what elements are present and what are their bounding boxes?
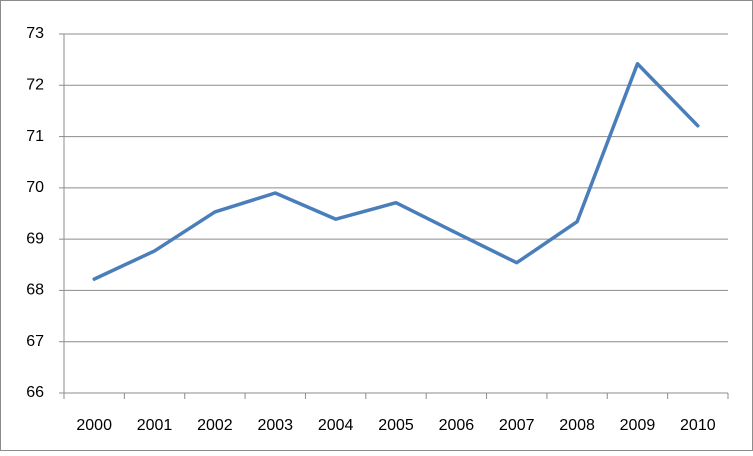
x-tick-label: 2007 (499, 417, 535, 434)
y-tick-label: 68 (26, 282, 44, 299)
x-tick-label: 2003 (257, 417, 293, 434)
x-tick-label: 2008 (559, 417, 595, 434)
x-tick-label: 2006 (439, 417, 475, 434)
x-tick-label: 2004 (318, 417, 354, 434)
y-tick-label: 72 (26, 77, 44, 94)
y-tick-label: 67 (26, 333, 44, 350)
x-tick-label: 2002 (197, 417, 233, 434)
y-tick-label: 71 (26, 128, 44, 145)
y-tick-label: 69 (26, 230, 44, 247)
y-tick-label: 66 (26, 384, 44, 401)
x-tick-label: 2001 (137, 417, 173, 434)
y-tick-label: 73 (26, 25, 44, 42)
x-tick-label: 2005 (378, 417, 414, 434)
data-line (92, 61, 700, 281)
x-tick-label: 2009 (620, 417, 656, 434)
y-tick-label: 70 (26, 179, 44, 196)
x-tick-label: 2010 (680, 417, 716, 434)
x-tick-label: 2000 (76, 417, 112, 434)
